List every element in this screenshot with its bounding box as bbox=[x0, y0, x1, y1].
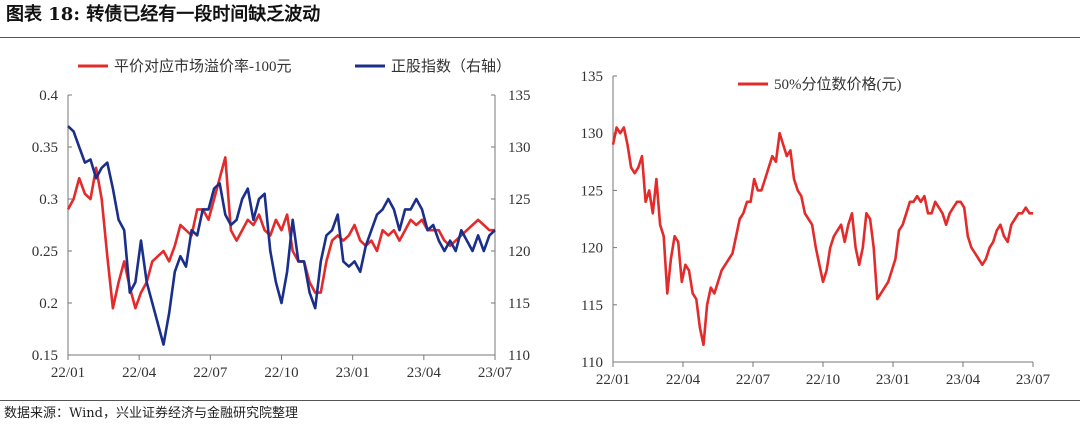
y-tick-label-right: 130 bbox=[508, 140, 531, 156]
series-line-1-1 bbox=[66, 156, 495, 310]
legend-label: 平价对应市场溢价率-100元 bbox=[114, 57, 292, 75]
y-tick-label-left: 130 bbox=[581, 126, 604, 142]
x-tick-label: 22/10 bbox=[806, 372, 840, 388]
y-tick-label-right: 135 bbox=[508, 88, 531, 104]
chart-1 bbox=[66, 64, 496, 360]
x-tick-label: 23/04 bbox=[407, 365, 442, 381]
x-tick-label: 22/01 bbox=[51, 365, 85, 381]
x-tick-label: 23/04 bbox=[946, 372, 981, 388]
title-divider bbox=[0, 37, 1080, 38]
x-tick-label: 22/04 bbox=[122, 365, 157, 381]
x-tick-label: 23/07 bbox=[478, 365, 513, 381]
y-tick-label-right: 115 bbox=[508, 296, 530, 312]
x-tick-label: 23/07 bbox=[1016, 372, 1051, 388]
x-tick-label: 23/01 bbox=[336, 365, 370, 381]
legend-label: 50%分位数价格(元) bbox=[774, 76, 902, 93]
y-tick-label-left: 120 bbox=[581, 241, 604, 257]
y-tick-label-left: 0.2 bbox=[39, 296, 58, 312]
y-tick-label-left: 110 bbox=[581, 355, 603, 371]
x-tick-label: 22/07 bbox=[193, 365, 228, 381]
y-tick-label-left: 125 bbox=[581, 183, 604, 199]
y-tick-label-left: 0.25 bbox=[32, 244, 58, 260]
y-tick-label-left: 0.4 bbox=[39, 88, 58, 104]
series-line-2-1 bbox=[611, 126, 1033, 347]
source-divider bbox=[0, 400, 1080, 401]
y-tick-label-right: 125 bbox=[508, 192, 531, 208]
x-tick-label: 22/01 bbox=[596, 372, 630, 388]
series-line-1-2 bbox=[67, 125, 496, 346]
chart-2 bbox=[611, 75, 1034, 367]
y-tick-label-left: 115 bbox=[581, 298, 603, 314]
x-tick-label: 22/04 bbox=[666, 372, 701, 388]
y-tick-label-right: 110 bbox=[508, 348, 530, 364]
y-tick-label-left: 0.15 bbox=[32, 348, 58, 364]
x-tick-label: 23/01 bbox=[876, 372, 910, 388]
legend-label: 正股指数（右轴） bbox=[391, 58, 511, 75]
x-tick-label: 22/10 bbox=[264, 365, 298, 381]
y-tick-label-left: 135 bbox=[581, 69, 604, 85]
y-tick-label-left: 0.35 bbox=[32, 140, 58, 156]
x-tick-label: 22/07 bbox=[736, 372, 771, 388]
y-tick-label-left: 0.3 bbox=[39, 192, 58, 208]
source-note: 数据来源：Wind，兴业证券经济与金融研究院整理 bbox=[4, 406, 298, 421]
figure-title: 图表 18: 转债已经有一段时间缺乏波动 bbox=[6, 4, 321, 25]
y-tick-label-right: 120 bbox=[508, 244, 531, 260]
charts-canvas: 0.40.350.30.250.20.151351301251201151102… bbox=[32, 57, 1051, 388]
